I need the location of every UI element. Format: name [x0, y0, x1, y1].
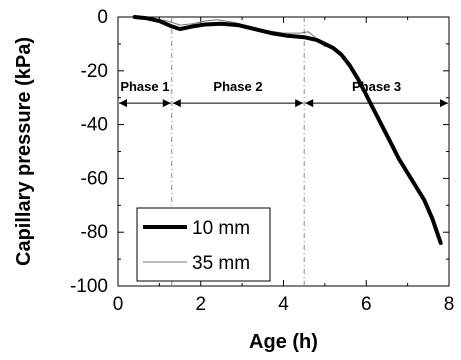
y-axis: 0 -20 -40 -60 -80 -100	[70, 7, 449, 297]
y-tick-label: -80	[81, 222, 108, 243]
y-axis-title: Capillary pressure (kPa)	[13, 37, 35, 266]
series-line-10mm	[132, 15, 443, 245]
y-tick-label: -100	[70, 276, 108, 297]
y-tick-label: -40	[81, 115, 108, 136]
y-tick-label: -20	[81, 61, 108, 82]
series-line-35mm	[134, 16, 326, 48]
phase-arrow-head-left	[172, 99, 181, 108]
phase-label: Phase 1	[120, 79, 169, 94]
phase-arrow-head-left	[305, 99, 314, 108]
x-tick-label: 8	[444, 294, 455, 315]
phase-arrow-head-left	[119, 99, 127, 108]
phase-label: Phase 2	[213, 79, 262, 94]
legend-label-10mm: 10 mm	[192, 218, 250, 239]
phase-arrow-head-right	[440, 99, 448, 108]
legend-label-35mm: 35 mm	[192, 253, 250, 274]
x-tick-label: 6	[361, 294, 372, 315]
series-lines	[132, 15, 443, 245]
x-axis-title: Age (h)	[249, 331, 318, 353]
y-tick-label: 0	[97, 7, 108, 28]
phase-arrow-head-right	[295, 99, 304, 108]
legend: 10 mm 35 mm	[136, 207, 271, 282]
x-tick-label: 0	[113, 294, 124, 315]
phase-arrow-head-right	[162, 99, 171, 108]
x-axis: 0 2 4 6 8	[113, 17, 455, 315]
x-tick-label: 4	[278, 294, 289, 315]
phase-annotations: Phase 1 Phase 2 Phase 3	[119, 79, 448, 108]
legend-box	[136, 207, 271, 282]
y-tick-label: -60	[81, 168, 108, 189]
x-tick-label: 2	[195, 294, 206, 315]
